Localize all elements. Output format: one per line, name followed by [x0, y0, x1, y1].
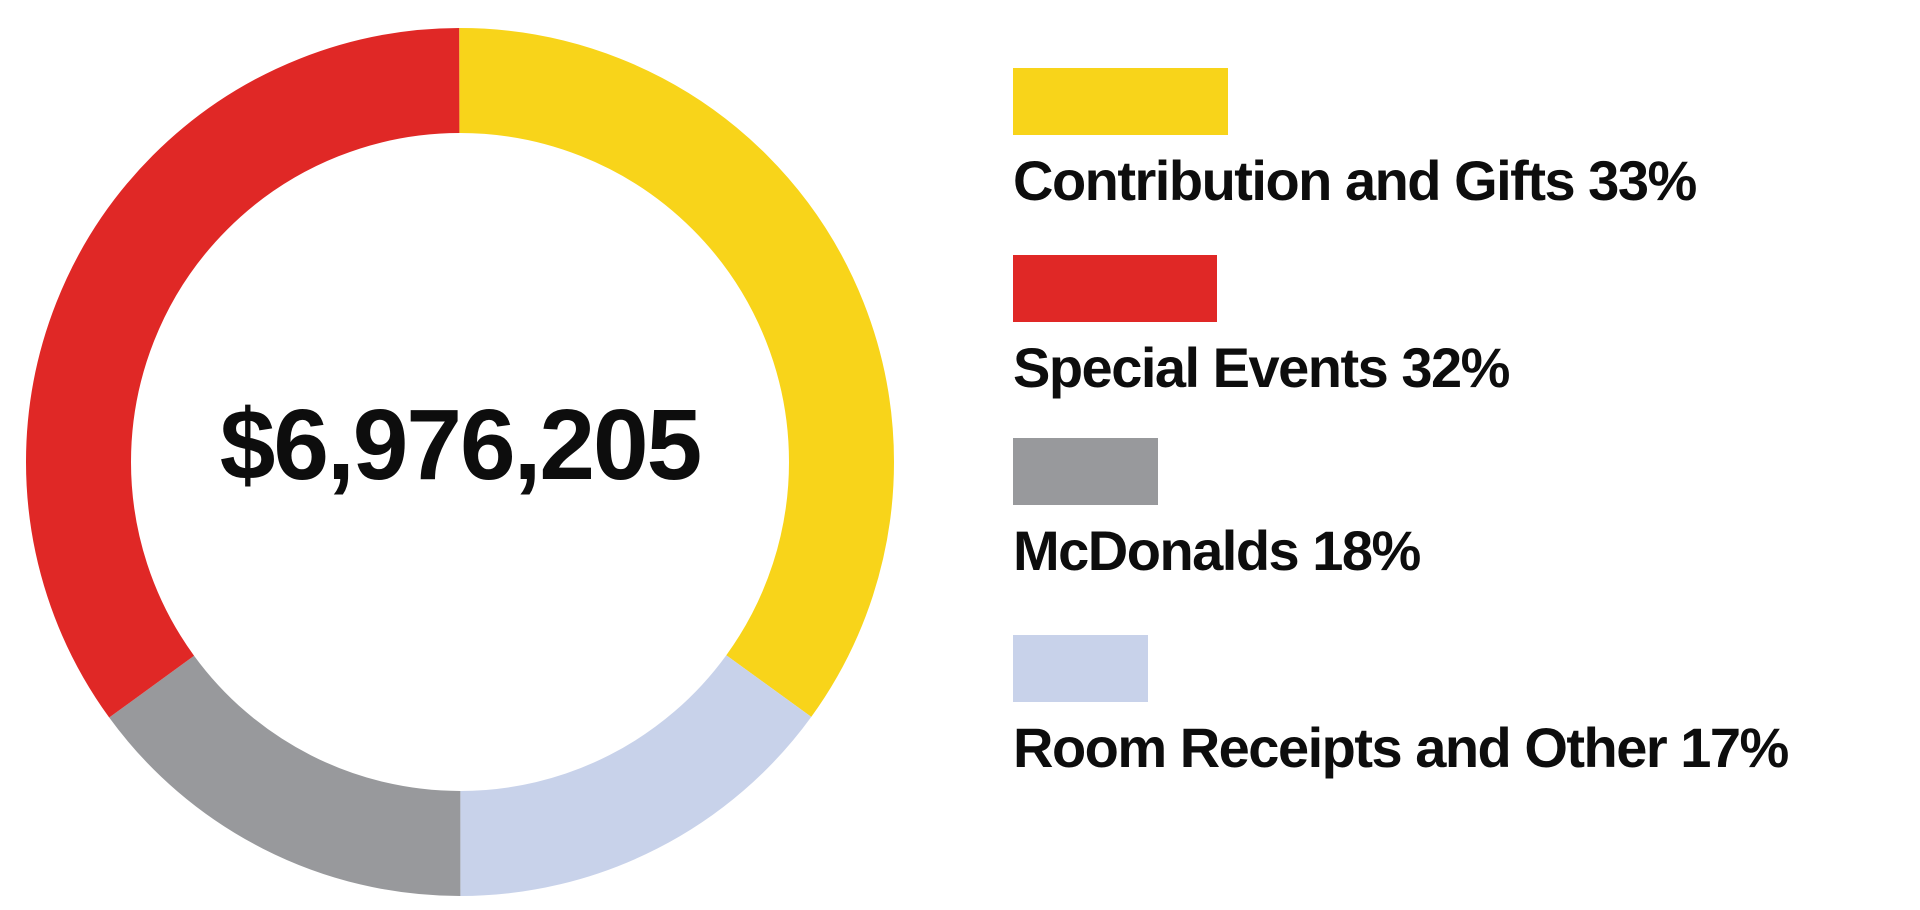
legend-swatch [1013, 438, 1158, 505]
legend-swatch [1013, 255, 1217, 322]
legend-label: Room Receipts and Other 17% [1013, 716, 1789, 779]
legend-item-special-events: Special Events 32% [1013, 255, 1510, 400]
legend-swatch [1013, 635, 1148, 702]
legend-label: Contribution and Gifts 33% [1013, 149, 1697, 212]
legend-item-mcdonalds: McDonalds 18% [1013, 438, 1421, 583]
donut-chart: $6,976,205 [26, 28, 894, 896]
legend-label: McDonalds 18% [1013, 519, 1421, 582]
legend-item-contribution-and-gifts: Contribution and Gifts 33% [1013, 68, 1697, 213]
chart-legend: Contribution and Gifts 33% Special Event… [1013, 68, 1833, 828]
donut-segment-special-events [26, 28, 894, 896]
legend-item-room-receipts-and-other: Room Receipts and Other 17% [1013, 635, 1789, 780]
donut-segment-mcdonalds [26, 28, 894, 896]
legend-swatch [1013, 68, 1228, 135]
donut-svg [26, 28, 894, 896]
legend-label: Special Events 32% [1013, 336, 1510, 399]
donut-segments [26, 28, 894, 896]
